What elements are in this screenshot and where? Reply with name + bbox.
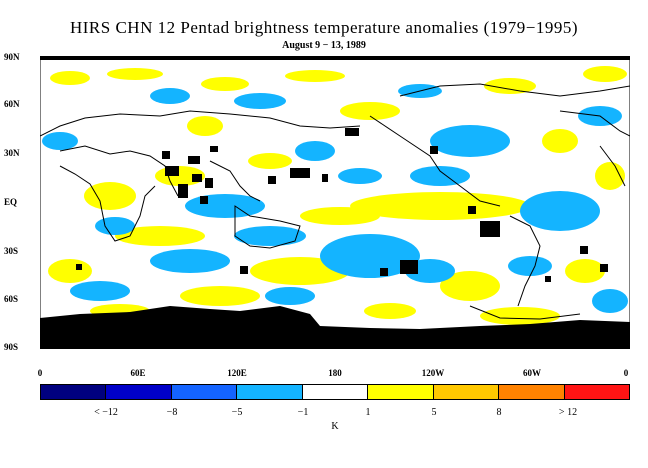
negative-anomaly-regions xyxy=(42,84,628,313)
colorbar-bin-2 xyxy=(171,385,238,399)
map-subtitle: August 9 − 13, 1989 xyxy=(282,40,366,51)
colorbar-label-gt-12: > 12 xyxy=(558,407,578,418)
colorbar-label-minus5: −5 xyxy=(231,407,243,418)
lat-label-90s: 90S xyxy=(4,342,19,352)
map-title: HIRS CHN 12 Pentad brightness temperatur… xyxy=(69,18,579,37)
lon-label-0-end: 0 xyxy=(623,368,629,378)
lon-label-0: 0 xyxy=(37,368,43,378)
colorbar-bin-1 xyxy=(106,385,172,399)
colorbar xyxy=(40,384,630,400)
lat-label-90n: 90N xyxy=(4,52,20,62)
colorbar-bin-5 xyxy=(368,385,434,399)
lat-label-eq: EQ xyxy=(4,197,18,207)
colorbar-bin-0 xyxy=(41,385,107,399)
lon-label-120w: 120W xyxy=(421,368,445,378)
colorbar-units: K xyxy=(331,421,339,432)
anomaly-map-svg xyxy=(40,56,630,349)
colorbar-bin-4 xyxy=(302,385,369,399)
missing-data-regions xyxy=(40,56,630,349)
colorbar-label-5: 5 xyxy=(431,407,437,418)
lat-label-30n: 30N xyxy=(4,148,20,158)
lon-label-180: 180 xyxy=(328,368,342,378)
colorbar-label-1: 1 xyxy=(365,407,371,418)
colorbar-bin-8 xyxy=(564,385,629,399)
lat-label-60s: 60S xyxy=(4,294,19,304)
lon-label-60w: 60W xyxy=(523,368,541,378)
lon-label-120e: 120E xyxy=(227,368,247,378)
colorbar-bin-7 xyxy=(499,385,565,399)
colorbar-bin-6 xyxy=(433,385,500,399)
lat-label-30s: 30S xyxy=(4,246,19,256)
colorbar-label-8: 8 xyxy=(496,407,502,418)
lon-label-60e: 60E xyxy=(130,368,146,378)
lat-label-60n: 60N xyxy=(4,99,20,109)
colorbar-label-lt-12: < −12 xyxy=(94,407,118,418)
coastlines xyxy=(40,83,630,320)
anomaly-map xyxy=(40,56,630,349)
colorbar-bin-3 xyxy=(237,385,303,399)
colorbar-label-minus1: −1 xyxy=(297,407,309,418)
colorbar-label-minus8: −8 xyxy=(166,407,178,418)
